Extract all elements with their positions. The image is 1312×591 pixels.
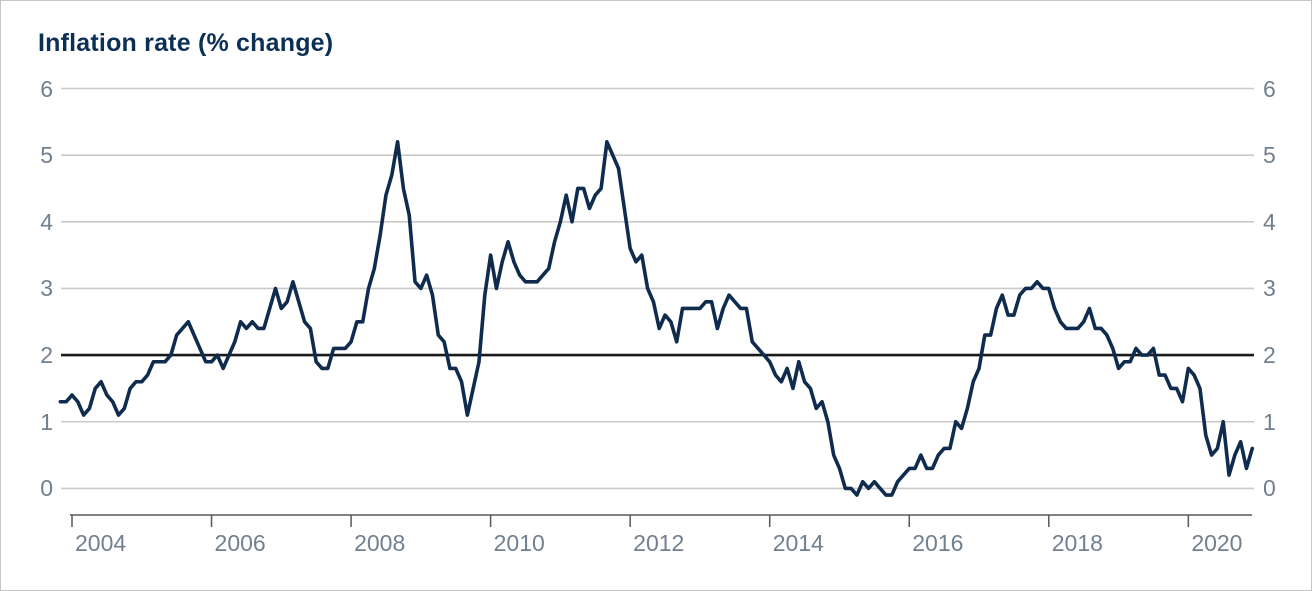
y-axis-label-left-5: 5 <box>40 142 53 169</box>
x-axis-label-2010: 2010 <box>493 530 545 556</box>
x-axis-label-2006: 2006 <box>214 530 266 556</box>
x-axis-label-2020: 2020 <box>1191 530 1243 556</box>
x-axis-label-2014: 2014 <box>772 530 824 556</box>
y-axis-label-left-1: 1 <box>40 408 53 435</box>
inflation-series-line <box>58 140 1255 497</box>
y-axis-label-right-1: 1 <box>1263 408 1276 435</box>
chart-title: Inflation rate (% change) <box>38 29 334 57</box>
y-axis-label-left-4: 4 <box>40 208 53 235</box>
y-axis-label-right-0: 0 <box>1263 475 1276 502</box>
x-axis-label-2012: 2012 <box>633 530 685 556</box>
y-axis-label-left-0: 0 <box>40 475 53 502</box>
x-axis-label-2008: 2008 <box>354 530 406 556</box>
x-axis-label-2018: 2018 <box>1051 530 1103 556</box>
x-axis-label-2016: 2016 <box>912 530 964 556</box>
y-axis-label-right-6: 6 <box>1263 75 1276 102</box>
y-axis-label-right-3: 3 <box>1263 275 1276 302</box>
y-axis-label-right-5: 5 <box>1263 142 1276 169</box>
y-axis-label-right-2: 2 <box>1263 342 1276 369</box>
x-axis-label-2004: 2004 <box>75 530 127 556</box>
y-axis-label-left-6: 6 <box>40 75 53 102</box>
y-axis-label-left-3: 3 <box>40 275 53 302</box>
y-axis-label-right-4: 4 <box>1263 208 1276 235</box>
y-axis-label-left-2: 2 <box>40 342 53 369</box>
